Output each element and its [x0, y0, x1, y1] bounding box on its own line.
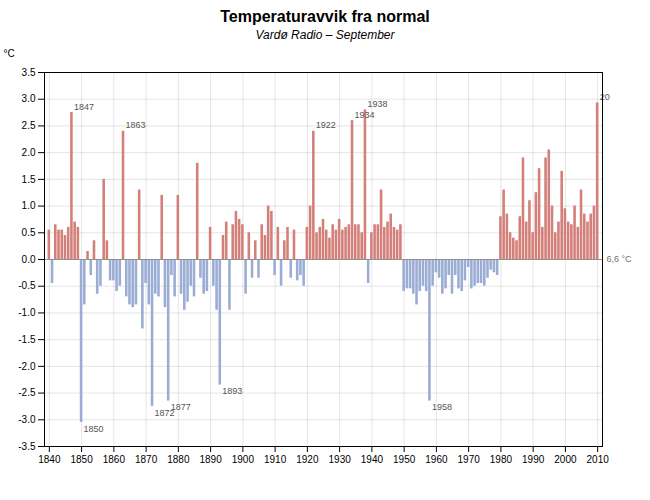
svg-text:1950: 1950	[393, 454, 416, 465]
html-text:Vardø Radio – September: Vardø Radio – September	[255, 28, 395, 42]
svg-text:0.0: 0.0	[22, 254, 36, 265]
svg-text:-0.5: -0.5	[18, 280, 36, 291]
svg-text:3.5: 3.5	[22, 67, 36, 78]
svg-text:2000: 2000	[554, 454, 577, 465]
svg-text:1900: 1900	[232, 454, 255, 465]
svg-text:2.0: 2.0	[22, 147, 36, 158]
svg-text:-1.5: -1.5	[18, 334, 36, 345]
svg-text:3.0: 3.0	[22, 93, 36, 104]
svg-text:1938: 1938	[367, 99, 387, 109]
svg-text:1960: 1960	[425, 454, 448, 465]
svg-text:2010: 2010	[587, 454, 610, 465]
svg-text:1877: 1877	[171, 402, 191, 412]
svg-text:1990: 1990	[522, 454, 545, 465]
svg-text:1840: 1840	[38, 454, 61, 465]
svg-text:1872: 1872	[154, 407, 175, 418]
svg-text:0.5: 0.5	[22, 227, 36, 238]
svg-text:-1.0: -1.0	[18, 307, 36, 318]
svg-text:2.5: 2.5	[22, 120, 36, 131]
svg-text:1934: 1934	[355, 110, 375, 120]
svg-text:1870: 1870	[135, 454, 158, 465]
svg-text:1.5: 1.5	[22, 174, 36, 185]
svg-text:1860: 1860	[103, 454, 126, 465]
svg-text:1880: 1880	[167, 454, 190, 465]
svg-text:1940: 1940	[361, 454, 384, 465]
svg-text:-2.5: -2.5	[18, 387, 36, 398]
svg-text:1.0: 1.0	[22, 200, 36, 211]
svg-text:-3.0: -3.0	[18, 414, 36, 425]
svg-text:20: 20	[600, 92, 610, 102]
svg-text:6,6 °C: 6,6 °C	[607, 254, 633, 264]
svg-text:1970: 1970	[458, 454, 481, 465]
svg-text:-3.5: -3.5	[18, 441, 36, 452]
svg-text:1850: 1850	[84, 424, 104, 434]
svg-text:1847: 1847	[74, 102, 94, 112]
svg-text:1930: 1930	[329, 454, 352, 465]
svg-text:1893: 1893	[222, 386, 242, 396]
svg-text:1850: 1850	[70, 454, 93, 465]
svg-text:1958: 1958	[432, 402, 452, 412]
svg-text:1922: 1922	[316, 120, 336, 130]
svg-text:-2.0: -2.0	[18, 361, 36, 372]
svg-text:1863: 1863	[126, 120, 146, 130]
html-text:Temperaturavvik fra normal: Temperaturavvik fra normal	[220, 8, 430, 25]
svg-text:1910: 1910	[264, 454, 287, 465]
svg-text:1980: 1980	[490, 454, 513, 465]
svg-text:1920: 1920	[296, 454, 319, 465]
svg-text:1890: 1890	[199, 454, 222, 465]
svg-text:°C: °C	[4, 48, 15, 59]
